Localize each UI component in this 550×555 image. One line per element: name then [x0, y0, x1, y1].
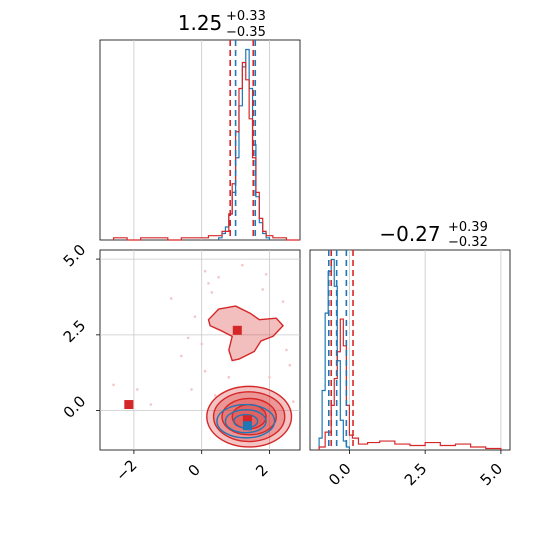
scatter-point	[190, 388, 193, 391]
marker-red	[124, 400, 134, 410]
x-tick-label: 2	[252, 461, 271, 480]
scatter-point	[213, 394, 217, 397]
scatter-point	[210, 291, 214, 294]
hist-series-red	[112, 61, 300, 241]
scatter-point	[261, 288, 265, 291]
hist-panel-param1-steps	[112, 48, 300, 241]
contour-red-upper	[207, 305, 284, 362]
scatter-point	[264, 272, 268, 276]
joint-panel-grid	[100, 250, 300, 450]
scatter-point	[285, 348, 288, 352]
scatter-point	[207, 282, 210, 285]
joint-panel-x-ticks: −2 0 2	[112, 450, 272, 485]
hist-series-red	[318, 318, 502, 450]
scatter-point	[291, 400, 295, 403]
scatter-point	[281, 300, 285, 303]
hist-panel-param1-grid	[133, 40, 270, 240]
y-tick-label: 0.0	[60, 392, 90, 422]
scatter-point	[217, 275, 220, 279]
contour-blue-level-2	[224, 408, 267, 434]
scatter-point	[169, 297, 173, 300]
hist-panel-param2-quantile-lines	[327, 250, 354, 450]
marker-red	[242, 415, 252, 425]
x-tick-label: −2	[112, 456, 140, 484]
hist-series-blue	[318, 258, 350, 450]
scatter-point	[203, 369, 207, 373]
param1-title-minus: −0.35	[226, 25, 266, 40]
joint-panel: 0.0 2.5 5.0 −2 0 2	[60, 241, 301, 485]
scatter-point	[180, 354, 183, 358]
param1-title-plus: +0.33	[226, 9, 266, 24]
scatter-point	[288, 363, 292, 367]
y-tick-label: 5.0	[60, 241, 90, 271]
hist-panel-param1-frame	[99, 39, 301, 241]
hist-panel-param2-x-ticks: 0.0 2.5 5.0	[325, 450, 506, 489]
x-tick-label: 2.5	[401, 460, 431, 490]
hist-panel-param2-frame	[309, 249, 511, 451]
contour-blue-level-1	[216, 403, 276, 439]
hist-panel-param2: 0.0 2.5 5.0 −0.27 +0.39 −0.32	[309, 220, 511, 489]
joint-panel-scatter	[112, 263, 295, 406]
x-tick-label: 0.0	[325, 460, 355, 490]
scatter-point	[112, 383, 115, 387]
scatter-point	[241, 263, 244, 267]
scatter-point	[227, 375, 231, 379]
scatter-point	[203, 269, 207, 273]
param2-title: −0.27	[379, 222, 440, 246]
scatter-point	[135, 388, 139, 391]
hist-panel-param2-steps	[318, 258, 502, 450]
scatter-point	[193, 315, 197, 318]
joint-panel-markers	[124, 325, 252, 431]
joint-panel-y-ticks: 0.0 2.5 5.0	[60, 241, 100, 422]
x-tick-label: 5.0	[477, 460, 507, 490]
marker-red	[232, 325, 242, 335]
hist-panel-param1: 1.25 +0.33 −0.35	[99, 9, 301, 241]
scatter-point	[186, 336, 190, 340]
scatter-point	[268, 375, 271, 379]
hist-panel-param1-quantile-lines	[229, 40, 257, 240]
param1-title: 1.25	[178, 11, 223, 35]
scatter-point	[149, 403, 153, 406]
marker-blue	[242, 421, 252, 431]
param2-title-minus: −0.32	[448, 235, 488, 250]
y-tick-label: 2.5	[60, 317, 90, 347]
x-tick-label: 0	[184, 461, 203, 480]
scatter-point	[200, 342, 203, 346]
param2-title-plus: +0.39	[448, 220, 488, 235]
